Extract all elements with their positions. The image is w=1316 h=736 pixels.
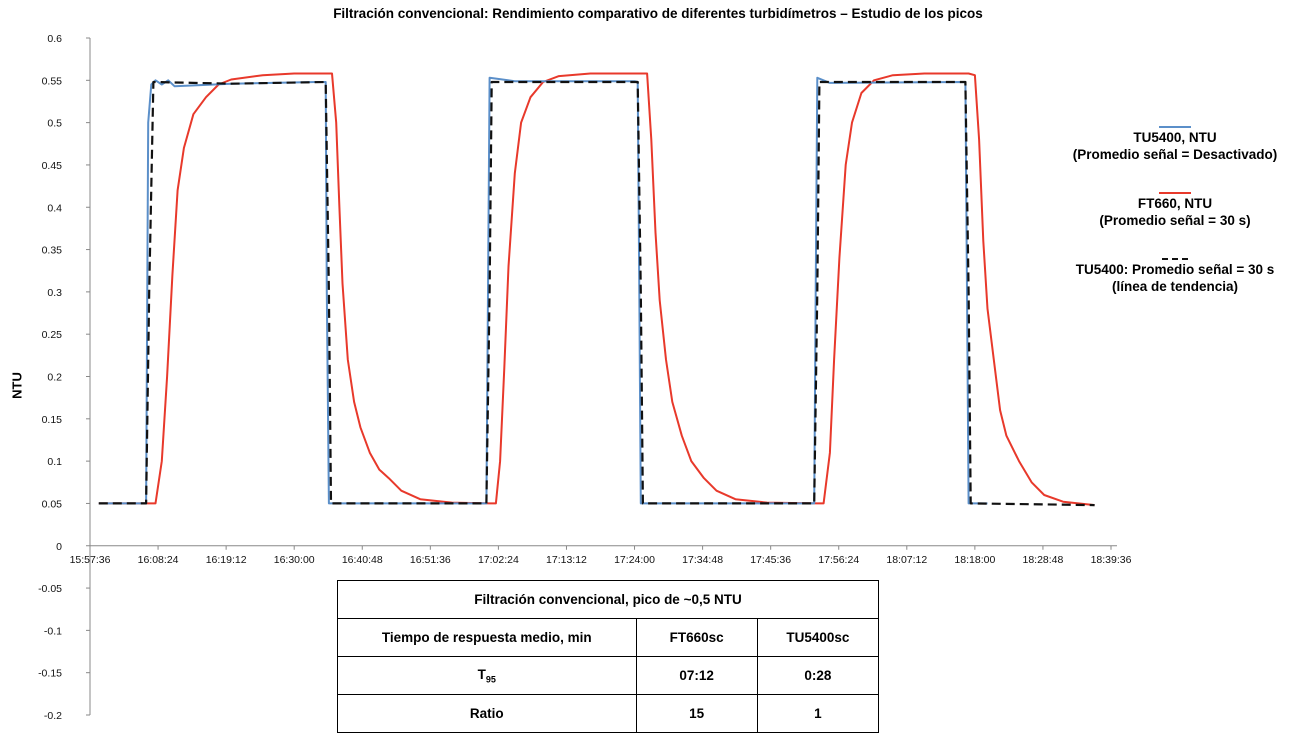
legend-entry-tu5400: TU5400, NTU (Promedio señal = Desactivad…: [1040, 126, 1310, 163]
y-tick-label: 0.1: [47, 456, 62, 468]
x-tick-label: 16:51:36: [410, 554, 451, 566]
table-header-cell: FT660sc: [635, 618, 758, 657]
y-tick-label: 0.25: [42, 329, 63, 341]
t95-label: T: [477, 666, 486, 682]
table-cell: 15: [635, 694, 758, 733]
x-tick-label: 18:28:48: [1022, 554, 1063, 566]
legend-swatch-ft660: [1159, 192, 1191, 194]
chart-title: Filtración convencional: Rendimiento com…: [333, 6, 983, 21]
x-tick-label: 17:02:24: [478, 554, 519, 566]
response-time-table: Filtración convencional, pico de ~0,5 NT…: [337, 580, 880, 733]
series-line-ft660: [98, 72, 1095, 507]
x-tick-label: 16:30:00: [274, 554, 315, 566]
y-tick-label: -0.05: [38, 583, 62, 595]
series-line-tu5400-trend: [98, 80, 1095, 507]
legend-label-tu5400-trend: TU5400: Promedio señal = 30 s: [1075, 262, 1275, 277]
x-tick-label: 16:19:12: [206, 554, 247, 566]
t95-subscript: 95: [485, 674, 496, 685]
x-tick-label: 18:07:12: [886, 554, 927, 566]
x-tick-label: 18:39:36: [1091, 554, 1132, 566]
x-tick-label: 17:24:00: [614, 554, 655, 566]
table-header-cell: Tiempo de respuesta medio, min: [337, 618, 637, 657]
table-cell: 07:12: [635, 656, 758, 695]
y-tick-label: 0: [56, 541, 62, 553]
table-row-label: T95: [337, 656, 637, 695]
y-tick-label: 0.3: [47, 287, 62, 299]
table-cell: 0:28: [756, 656, 880, 695]
x-tick-label: 15:57:36: [70, 554, 111, 566]
table-row: T95 07:12 0:28: [337, 656, 880, 695]
x-tick-label: 18:18:00: [954, 554, 995, 566]
legend-label-tu5400: TU5400, NTU: [1133, 130, 1217, 145]
y-tick-label: 0.2: [47, 372, 62, 384]
y-tick-label: 0.4: [47, 202, 62, 214]
y-tick-label: 0.5: [47, 118, 62, 130]
y-tick-label: -0.2: [44, 710, 62, 722]
legend-sublabel-ft660: (Promedio señal = 30 s): [1099, 213, 1251, 228]
y-axis-label: NTU: [9, 372, 25, 399]
table-title-row: Filtración convencional, pico de ~0,5 NT…: [337, 580, 879, 619]
series-line-tu5400: [98, 76, 988, 505]
legend-entry-tu5400-trend: TU5400: Promedio señal = 30 s (línea de …: [1040, 258, 1310, 295]
x-tick-label: 16:40:48: [342, 554, 383, 566]
y-tick-label: 0.6: [47, 33, 62, 45]
y-tick-label: -0.15: [38, 668, 62, 680]
table-header-row: Tiempo de respuesta medio, min FT660sc T…: [337, 618, 880, 657]
x-tick-label: 17:13:12: [546, 554, 587, 566]
y-tick-label: -0.1: [44, 625, 62, 637]
legend-sublabel-tu5400: (Promedio señal = Desactivado): [1072, 147, 1278, 162]
x-tick-label: 17:56:24: [818, 554, 859, 566]
x-tick-label: 17:34:48: [682, 554, 723, 566]
y-tick-label: 0.35: [42, 245, 63, 257]
legend-swatch-tu5400: [1159, 126, 1191, 128]
y-tick-label: 0.45: [42, 160, 63, 172]
x-tick-label: 16:08:24: [138, 554, 179, 566]
x-tick-label: 17:45:36: [750, 554, 791, 566]
table-row-label: Ratio: [337, 694, 637, 733]
y-tick-label: 0.55: [42, 75, 63, 87]
legend-swatch-tu5400-trend: [1162, 258, 1188, 260]
y-tick-label: 0.15: [42, 414, 63, 426]
table-title: Filtración convencional, pico de ~0,5 NT…: [337, 580, 879, 619]
table-header-cell: TU5400sc: [756, 618, 880, 657]
legend-label-ft660: FT660, NTU: [1137, 196, 1213, 211]
legend-sublabel-tu5400-trend: (línea de tendencia): [1111, 279, 1239, 294]
y-tick-label: 0.05: [42, 498, 63, 510]
table-row: Ratio 15 1: [337, 694, 880, 733]
table-cell: 1: [756, 694, 880, 733]
legend-entry-ft660: FT660, NTU (Promedio señal = 30 s): [1040, 192, 1310, 229]
